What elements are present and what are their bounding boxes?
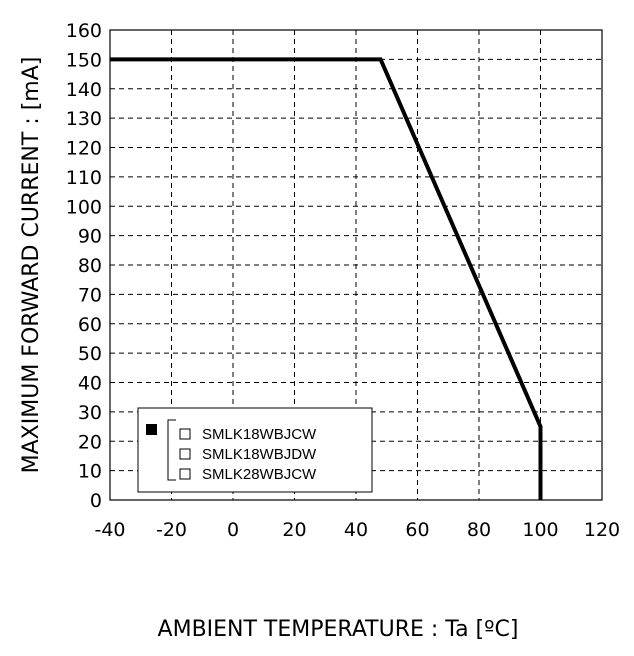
x-axis-title: AMBIENT TEMPERATURE : Ta [ºC] <box>158 617 519 642</box>
y-tick-label: 160 <box>66 20 102 42</box>
legend-entry-2: SMLK18WBJDW <box>202 446 317 463</box>
y-tick-label: 50 <box>78 343 102 365</box>
series <box>110 57 543 500</box>
y-axis-title: MAXIMUM FORWARD CURRENT : [mA] <box>19 57 44 474</box>
y-tick-label: 0 <box>90 490 102 512</box>
tick-labels: 0 10 20 30 40 50 60 70 80 90 100 110 120 130 140 150 160… <box>66 20 620 541</box>
legend-checkbox-3 <box>179 468 191 480</box>
x-tick-label: -40 <box>94 519 125 541</box>
legend-series-swatch <box>146 424 157 435</box>
legend-bracket <box>167 419 176 481</box>
plot-frame <box>109 29 603 501</box>
x-tick-label: 60 <box>405 519 429 541</box>
y-tick-label: 120 <box>66 138 102 160</box>
x-tick-label: 100 <box>522 519 558 541</box>
y-tick-label: 30 <box>78 402 102 424</box>
y-tick-label: 60 <box>78 314 102 336</box>
legend: SMLK18WBJCW SMLK18WBJDW SMLK28WBJCW <box>137 407 373 493</box>
y-tick-label: 100 <box>66 196 102 218</box>
legend-checkbox-2 <box>179 448 191 460</box>
y-tick-label: 110 <box>66 167 102 189</box>
y-tick-label: 140 <box>66 79 102 101</box>
series-line-0 <box>110 57 543 500</box>
y-tick-label: 20 <box>78 431 102 453</box>
legend-checkbox-1 <box>179 428 191 440</box>
legend-box <box>137 407 373 493</box>
legend-entry-3: SMLK28WBJCW <box>202 466 317 483</box>
x-tick-label: 80 <box>467 519 491 541</box>
x-tick-label: 20 <box>282 519 306 541</box>
y-tick-label: 40 <box>78 373 102 395</box>
legend-entry-1: SMLK18WBJCW <box>202 426 317 443</box>
y-tick-label: 70 <box>78 284 102 306</box>
y-tick-label: 80 <box>78 255 102 277</box>
y-tick-label: 10 <box>78 461 102 483</box>
x-tick-label: 40 <box>344 519 368 541</box>
y-tick-label: 150 <box>66 49 102 71</box>
x-tick-label: 0 <box>227 519 239 541</box>
y-tick-label: 90 <box>78 226 102 248</box>
y-tick-label: 130 <box>66 108 102 130</box>
x-tick-label: -20 <box>156 519 187 541</box>
x-tick-label: 120 <box>584 519 620 541</box>
